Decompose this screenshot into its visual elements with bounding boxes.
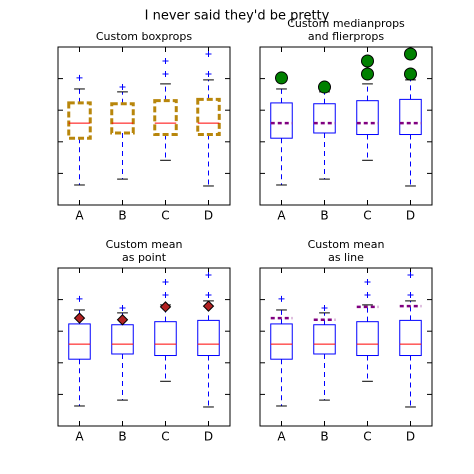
box: [196, 97, 221, 137]
flier: [162, 58, 169, 65]
subplot-title: Custom medianprops: [287, 17, 405, 30]
mean-point: [159, 301, 172, 313]
box: [68, 323, 91, 360]
flier: [364, 291, 371, 298]
flier: [205, 70, 212, 77]
box: [399, 319, 422, 357]
axes-frame: [57, 46, 231, 206]
x-tick-label: B: [320, 209, 328, 223]
box: [270, 323, 293, 360]
subplot-title: Custom boxprops: [96, 30, 192, 43]
subplot-title: Custom mean: [106, 238, 183, 251]
x-tick-label: B: [320, 430, 328, 444]
box: [270, 102, 293, 139]
flier: [119, 305, 126, 312]
axes-frame: [57, 267, 231, 427]
flier: [278, 295, 285, 302]
subplot-title: as line: [328, 251, 364, 264]
x-tick-label: C: [363, 209, 371, 223]
flier: [119, 84, 126, 91]
box: [153, 99, 178, 137]
flier: [404, 67, 417, 81]
flier: [361, 67, 374, 81]
mean-point: [202, 300, 215, 312]
flier: [318, 80, 331, 94]
axes-frame: [259, 267, 433, 427]
x-tick-label: A: [277, 209, 286, 223]
flier: [361, 54, 374, 68]
x-tick-label: D: [406, 209, 415, 223]
flier: [205, 272, 212, 279]
box: [154, 321, 177, 357]
flier: [407, 272, 414, 279]
subplot: Custom boxprops A B C D: [57, 30, 231, 223]
figure-title: I never said they'd be pretty: [145, 9, 330, 24]
box: [110, 102, 135, 135]
x-tick-label: A: [75, 430, 84, 444]
x-tick-label: A: [277, 430, 286, 444]
flier: [205, 51, 212, 58]
mean-point: [73, 312, 86, 324]
flier: [162, 70, 169, 77]
flier: [76, 295, 83, 302]
x-tick-label: D: [204, 209, 213, 223]
subplot-title: as point: [122, 251, 167, 264]
flier: [162, 291, 169, 298]
x-tick-label: C: [161, 209, 169, 223]
x-tick-label: C: [363, 430, 371, 444]
box: [313, 103, 336, 134]
flier: [205, 291, 212, 298]
mean-point: [116, 314, 129, 326]
flier: [76, 74, 83, 81]
flier: [364, 279, 371, 286]
box: [399, 98, 422, 136]
subplot-title: and flierprops: [308, 30, 384, 43]
flier: [407, 291, 414, 298]
x-tick-label: D: [204, 430, 213, 444]
flier: [321, 305, 328, 312]
box: [356, 100, 379, 136]
x-tick-label: D: [406, 430, 415, 444]
box: [67, 101, 92, 140]
flier: [162, 279, 169, 286]
box: [356, 321, 379, 357]
box: [197, 319, 220, 357]
x-tick-label: B: [118, 430, 126, 444]
x-tick-label: A: [75, 209, 84, 223]
flier: [404, 47, 417, 61]
flier: [275, 71, 288, 85]
subplot-title: Custom mean: [308, 238, 385, 251]
box: [313, 324, 336, 355]
x-tick-label: B: [118, 209, 126, 223]
x-tick-label: C: [161, 430, 169, 444]
axes-frame: [259, 46, 433, 206]
